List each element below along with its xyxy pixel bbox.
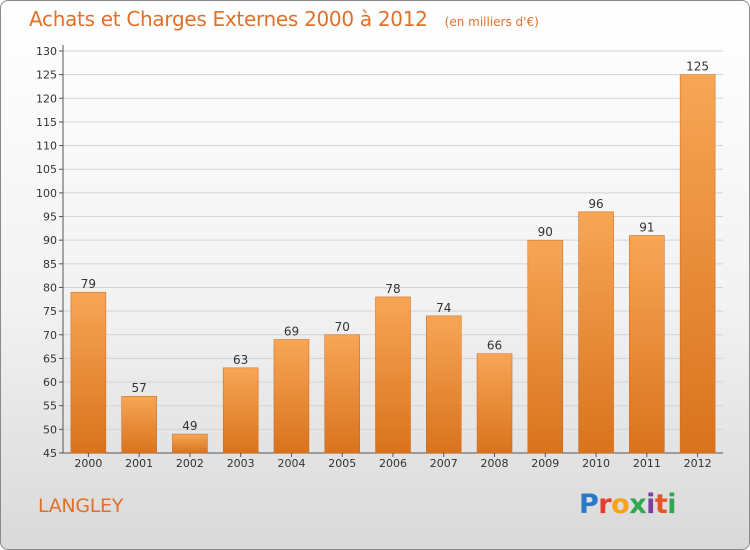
title-row: Achats et Charges Externes 2000 à 2012 (… [29,7,539,31]
y-tick-label: 100 [36,187,57,200]
proxiti-logo[interactable]: Proxiti [579,489,677,520]
bar [629,235,665,454]
y-tick-label: 60 [43,376,57,389]
x-tick-label: 2008 [481,457,509,470]
chart-subtitle: (en milliers d'€) [444,15,539,29]
data-label: 66 [487,339,502,353]
x-tick-label: 2001 [125,457,153,470]
y-tick-label: 80 [43,281,57,294]
data-label: 90 [538,225,553,239]
data-label: 78 [385,282,400,296]
bar [527,239,564,454]
y-tick-label: 90 [43,234,57,247]
bar [476,353,513,454]
bar [222,367,259,454]
data-label: 79 [81,277,96,291]
data-label: 69 [284,324,299,338]
bar [273,339,310,454]
x-tick-label: 2006 [379,457,407,470]
bar [324,334,360,454]
y-tick-label: 55 [43,400,57,413]
y-tick-label: 65 [43,352,57,365]
data-label: 49 [182,419,197,433]
x-tick-label: 2010 [582,457,610,470]
chart-title: Achats et Charges Externes 2000 à 2012 [29,7,428,31]
y-tick-label: 75 [43,305,57,318]
y-tick-label: 115 [36,116,57,129]
y-tick-label: 45 [43,447,57,460]
data-label: 63 [233,353,248,367]
bar [578,211,614,454]
x-tick-label: 2002 [176,457,204,470]
bar [679,74,716,454]
data-label: 91 [639,220,654,234]
x-tick-label: 2003 [227,457,255,470]
x-tick-label: 2000 [74,457,102,470]
y-tick-label: 125 [36,69,57,82]
x-tick-label: 2011 [633,457,661,470]
bar [70,291,107,454]
y-tick-label: 130 [36,45,57,58]
x-tick-label: 2012 [684,457,712,470]
x-tick-label: 2007 [430,457,458,470]
y-tick-label: 110 [36,140,57,153]
data-label: 70 [335,320,350,334]
x-tick-label: 2005 [328,457,356,470]
y-tick-label: 95 [43,211,57,224]
data-label: 74 [436,301,451,315]
commune-name: LANGLEY [38,495,124,517]
y-tick-label: 50 [43,423,57,436]
data-label: 57 [132,381,147,395]
y-tick-label: 105 [36,163,57,176]
y-tick-label: 70 [43,329,57,342]
y-tick-label: 120 [36,92,57,105]
x-tick-label: 2004 [277,457,305,470]
bar [426,315,462,454]
x-tick-label: 2009 [531,457,559,470]
bar [172,433,208,454]
data-label: 96 [588,197,603,211]
bar [121,395,157,454]
data-label: 125 [686,60,709,74]
bar [375,296,411,454]
y-tick-label: 85 [43,258,57,271]
